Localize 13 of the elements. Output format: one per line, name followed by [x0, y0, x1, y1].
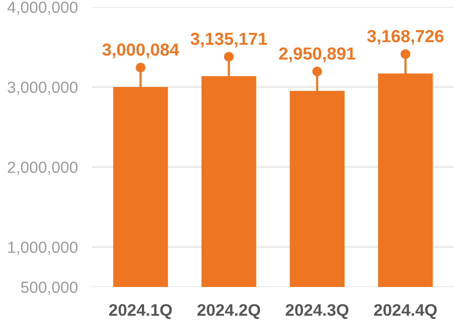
x-tick-label: 2024.3Q [286, 304, 348, 320]
data-label: 3,168,726 [367, 30, 444, 45]
data-label: 3,135,171 [190, 32, 267, 48]
x-tick-label: 2024.1Q [109, 304, 172, 320]
y-tick-label: 2,000,000 [8, 162, 78, 175]
y-tick-label: 1,000,000 [8, 242, 78, 255]
data-label: 2,950,891 [279, 47, 356, 62]
y-tick-label: 500,000 [21, 282, 78, 295]
y-tick-label: 4,000,000 [7, 2, 78, 15]
x-tick-label: 2024.4Q [374, 304, 437, 320]
data-label: 3,000,084 [102, 43, 180, 58]
x-tick-label: 2024.2Q [197, 304, 260, 320]
y-tick-label: 3,000,000 [8, 82, 78, 95]
